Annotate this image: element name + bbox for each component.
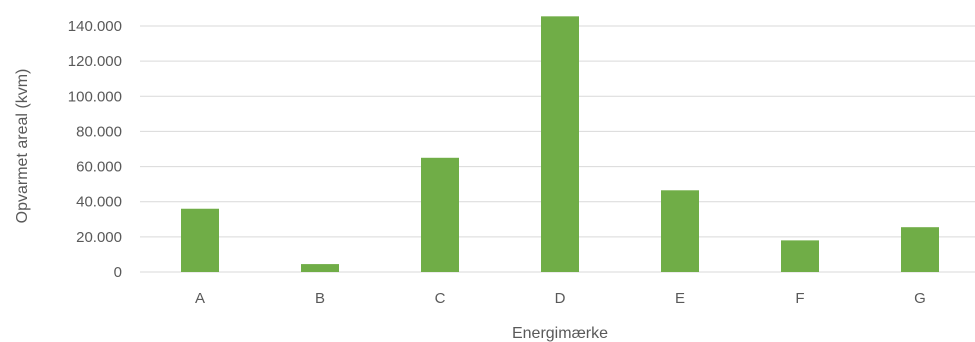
x-tick-label: C	[435, 290, 446, 307]
bar-D	[541, 16, 579, 273]
bar-B	[301, 264, 339, 272]
bar-C	[421, 157, 459, 272]
x-axis-title: Energimærke	[512, 325, 608, 342]
y-axis-title: Opvarmet areal (kvm)	[14, 69, 31, 224]
y-axis-tick-labels: 0 20.000 40.000 60.000 80.000 100.000 120.000 1…	[68, 18, 122, 281]
x-tick-label: E	[675, 290, 685, 307]
y-tick-label: 80.000	[76, 123, 122, 140]
x-tick-label: G	[914, 290, 926, 307]
x-tick-label: F	[795, 290, 804, 307]
y-tick-label: 0	[114, 264, 122, 281]
x-tick-label: A	[195, 290, 205, 307]
y-tick-label: 40.000	[76, 194, 122, 211]
x-tick-label: B	[315, 290, 325, 307]
x-axis-tick-labels: A B C D E F G	[195, 290, 926, 307]
y-tick-label: 100.000	[68, 88, 122, 105]
bars	[181, 16, 939, 273]
y-tick-label: 20.000	[76, 229, 122, 246]
bar-G	[901, 227, 939, 272]
x-tick-label: D	[555, 290, 566, 307]
bar-F	[781, 240, 819, 272]
bar-E	[661, 190, 699, 272]
y-tick-label: 120.000	[68, 53, 122, 70]
bar-A	[181, 208, 219, 272]
y-tick-label: 140.000	[68, 18, 122, 35]
y-tick-label: 60.000	[76, 159, 122, 176]
